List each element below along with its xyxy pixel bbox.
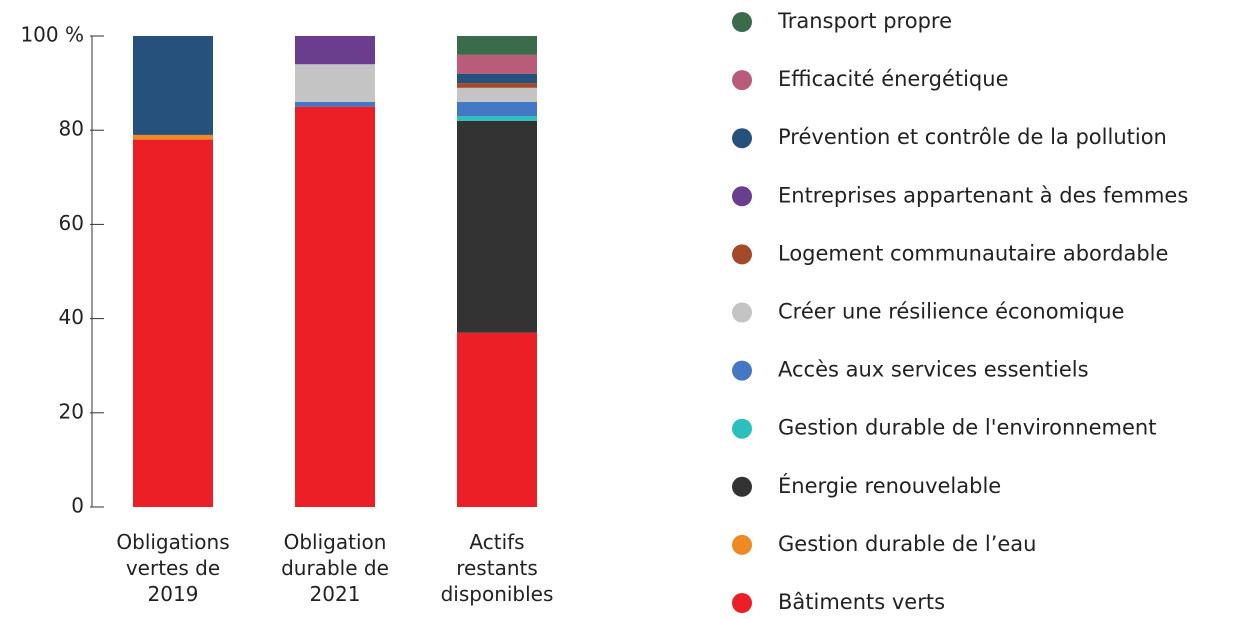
legend-label: Efficacité énergétique: [778, 67, 1009, 91]
y-tick-label: 20: [59, 399, 84, 423]
bar-segment: [457, 116, 537, 121]
legend-label: Logement communautaire abordable: [778, 241, 1168, 265]
bar-segment: [457, 332, 537, 507]
x-tick-label: Actifs restants disponibles: [440, 530, 554, 606]
x-tick-label: Obligation durable de 2021: [281, 530, 389, 606]
y-tick-label: 60: [59, 211, 84, 235]
bar-segment: [457, 120, 537, 333]
legend-label: Gestion durable de l’eau: [778, 532, 1036, 556]
bar-segment: [457, 54, 537, 74]
legend-label: Bâtiments verts: [778, 590, 945, 614]
legend-label: Gestion durable de l'environnement: [778, 416, 1156, 440]
bar-segment: [295, 106, 375, 508]
legend-marker: [732, 476, 752, 497]
y-tick-label: 80: [59, 117, 84, 141]
bar-segment: [457, 87, 537, 102]
legend-marker: [732, 302, 752, 323]
bar-segment: [295, 64, 375, 102]
legend-label: Entreprises appartenant à des femmes: [778, 183, 1188, 207]
legend-label: Accès aux services essentiels: [778, 358, 1089, 382]
legend-marker: [732, 12, 752, 32]
x-tick-label: Obligations vertes de 2019: [116, 530, 230, 606]
legend-marker: [732, 244, 752, 265]
bar-segment: [133, 36, 213, 135]
legend-label: Énergie renouvelable: [778, 473, 1001, 498]
bar-segment: [457, 101, 537, 117]
y-tick-label: 100 %: [20, 23, 84, 47]
legend-marker: [732, 360, 752, 381]
bar-segment: [295, 36, 375, 65]
y-tick-label: 40: [59, 305, 84, 329]
legend-marker: [732, 70, 752, 91]
bar-segment: [457, 83, 537, 88]
legend-label: Transport propre: [777, 9, 952, 33]
legend-marker: [732, 128, 752, 149]
legend-label: Prévention et contrôle de la pollution: [778, 125, 1167, 149]
legend-marker: [732, 534, 752, 555]
legend-marker: [732, 593, 752, 613]
legend-marker: [732, 418, 752, 439]
legend-label: Créer une résilience économique: [778, 300, 1124, 324]
bar-segment: [133, 139, 213, 507]
bar-segment: [457, 36, 537, 55]
legend-marker: [732, 186, 752, 207]
bar-segment: [133, 134, 213, 140]
bar-segment: [295, 101, 375, 107]
bar-segment: [457, 73, 537, 84]
y-tick-label: 0: [71, 494, 84, 518]
